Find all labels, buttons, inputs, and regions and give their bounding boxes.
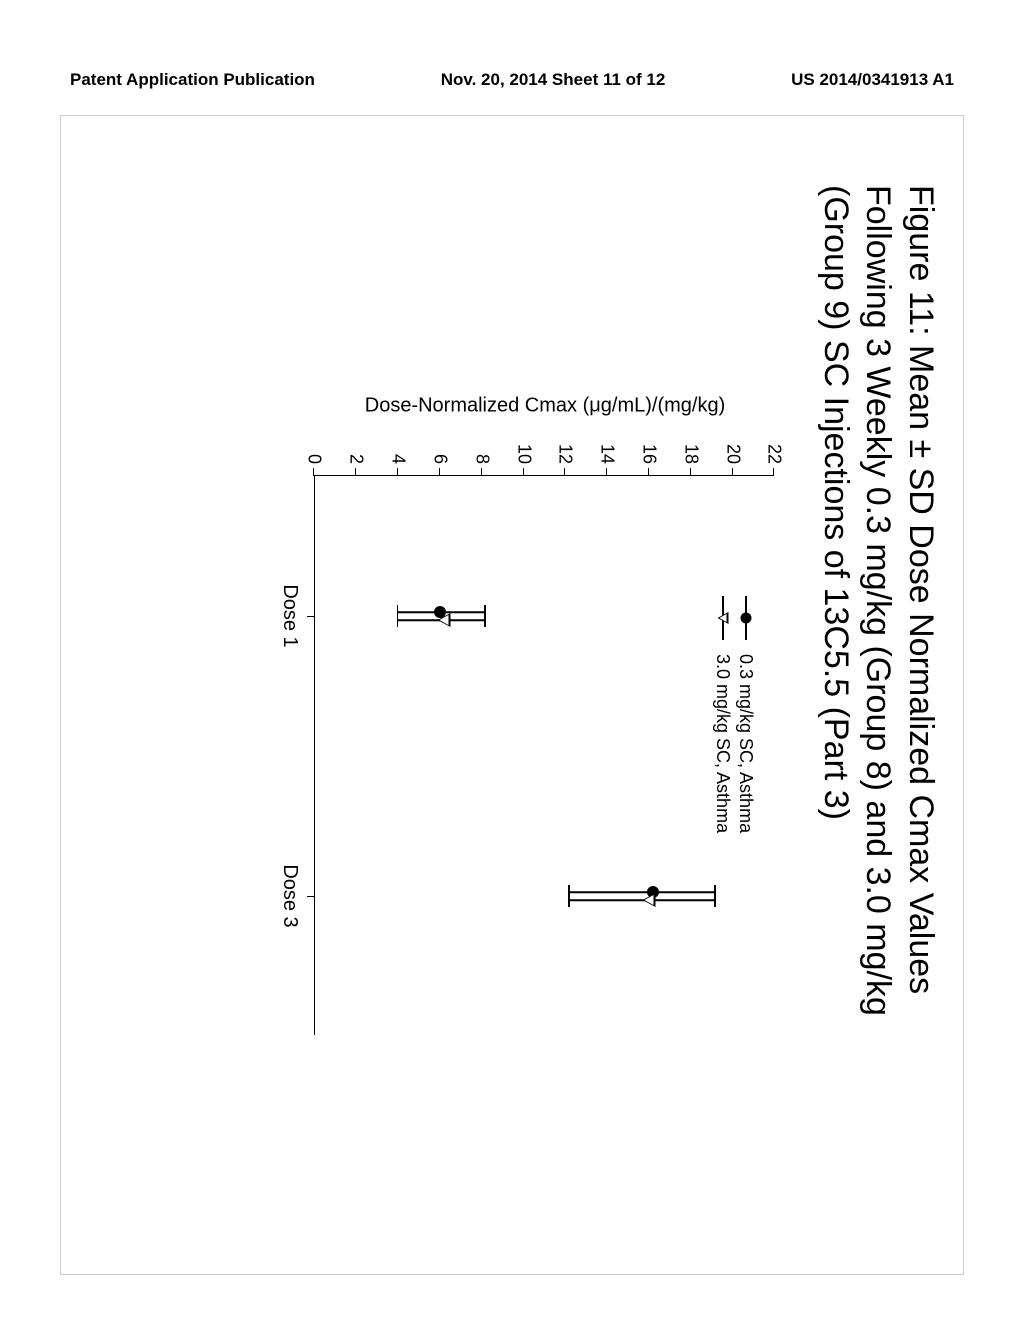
y-tick-label: 4: [388, 454, 409, 464]
y-tick: [648, 468, 649, 476]
y-tick-label: 18: [680, 444, 701, 464]
error-cap: [484, 613, 486, 627]
y-tick-label: 16: [639, 444, 660, 464]
point-triangle-icon: [643, 893, 656, 907]
plot-area: Dose-Normalized Cmax (μg/mL)/(mg/kg) 0.3…: [315, 475, 775, 1035]
x-tick-label: Dose 3: [279, 864, 302, 927]
y-tick: [774, 468, 775, 476]
legend-item: 0.3 mg/kg SC, Asthma: [736, 596, 757, 833]
figure-title: Figure 11: Mean ± SD Dose Normalized Cma…: [815, 145, 943, 1245]
header-center: Nov. 20, 2014 Sheet 11 of 12: [441, 70, 666, 90]
legend-marker-triangle-icon: [722, 596, 724, 640]
point-triangle-icon: [438, 613, 451, 627]
y-tick-label: 22: [764, 444, 785, 464]
y-tick-label: 0: [304, 454, 325, 464]
y-tick-label: 14: [597, 444, 618, 464]
y-tick-label: 6: [429, 454, 450, 464]
y-tick: [690, 468, 691, 476]
header-left: Patent Application Publication: [70, 70, 315, 90]
x-tick: [308, 616, 316, 617]
legend-label: 0.3 mg/kg SC, Asthma: [736, 654, 757, 833]
y-axis-label: Dose-Normalized Cmax (μg/mL)/(mg/kg): [365, 395, 725, 418]
y-tick: [523, 468, 524, 476]
patent-header: Patent Application Publication Nov. 20, …: [0, 70, 1024, 90]
y-tick-label: 10: [513, 444, 534, 464]
y-tick: [397, 468, 398, 476]
y-tick-label: 8: [471, 454, 492, 464]
title-line-2: Following 3 Weekly 0.3 mg/kg (Group 8) a…: [857, 185, 900, 1245]
y-tick-label: 2: [346, 454, 367, 464]
x-tick-label: Dose 1: [279, 584, 302, 647]
y-tick: [606, 468, 607, 476]
x-tick: [308, 896, 316, 897]
y-tick: [314, 468, 315, 476]
title-line-3: (Group 9) SC Injections of 13C5.5 (Part …: [815, 185, 858, 1245]
y-tick: [481, 468, 482, 476]
y-tick: [439, 468, 440, 476]
header-right: US 2014/0341913 A1: [791, 70, 954, 90]
legend-label: 3.0 mg/kg SC, Asthma: [713, 654, 734, 833]
y-tick-label: 20: [722, 444, 743, 464]
error-cap: [568, 893, 570, 907]
rotated-content: Figure 11: Mean ± SD Dose Normalized Cma…: [82, 145, 942, 1245]
y-tick: [732, 468, 733, 476]
y-tick: [355, 468, 356, 476]
y-tick: [564, 468, 565, 476]
error-cap: [397, 613, 399, 627]
title-line-1: Figure 11: Mean ± SD Dose Normalized Cma…: [900, 185, 943, 1245]
legend-marker-circle-icon: [745, 596, 747, 640]
legend: 0.3 mg/kg SC, Asthma 3.0 mg/kg SC, Asthm…: [711, 596, 757, 833]
legend-item: 3.0 mg/kg SC, Asthma: [713, 596, 734, 833]
chart: Dose-Normalized Cmax (μg/mL)/(mg/kg) 0.3…: [225, 385, 775, 1105]
page-border: Figure 11: Mean ± SD Dose Normalized Cma…: [60, 115, 964, 1275]
error-cap: [714, 893, 716, 907]
y-tick-label: 12: [555, 444, 576, 464]
